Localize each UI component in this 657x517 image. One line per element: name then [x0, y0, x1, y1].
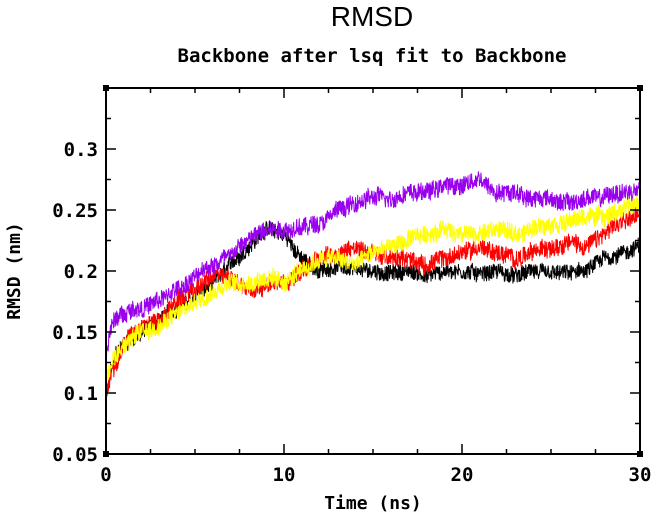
x-tick-label: 20 [451, 464, 474, 486]
series-line-4 [105, 171, 641, 364]
series-line-3 [105, 196, 641, 387]
x-tick-label: 30 [629, 464, 652, 486]
x-axis-label: Time (ns) [324, 493, 422, 514]
plot-area [105, 171, 641, 409]
y-tick-label: 0.05 [52, 444, 98, 466]
chart-title: RMSD [331, 1, 413, 32]
y-axis-label: RMSD (nm) [4, 222, 25, 320]
y-tick-label: 0.15 [52, 322, 98, 344]
axes: 0 10 20 30 0.05 0.1 0.15 0.2 0.25 0.3 [52, 87, 652, 486]
y-tick-label: 0.25 [52, 200, 98, 222]
y-tick-label: 0.2 [64, 261, 98, 283]
x-tick-label: 10 [273, 464, 296, 486]
x-tick-label: 0 [100, 464, 111, 486]
y-tick-label: 0.1 [64, 383, 98, 405]
y-tick-label: 0.3 [64, 139, 98, 161]
chart-subtitle: Backbone after lsq fit to Backbone [178, 45, 567, 67]
